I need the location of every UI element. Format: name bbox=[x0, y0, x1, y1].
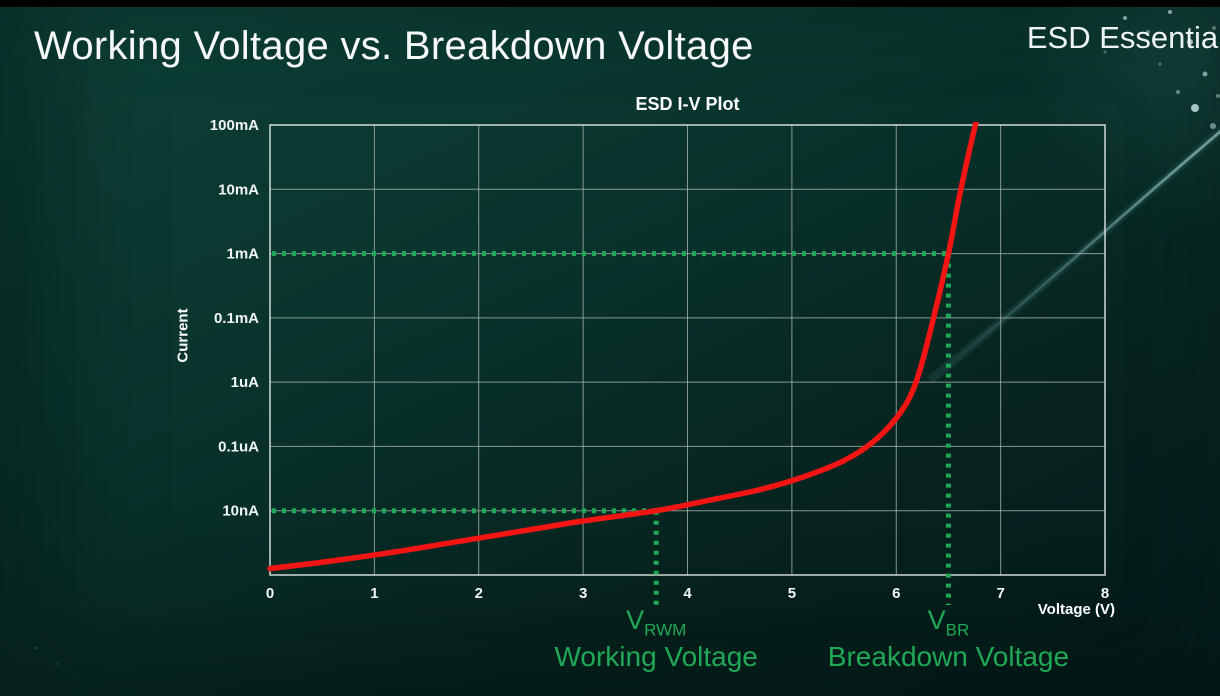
x-tick-label: 2 bbox=[475, 585, 483, 602]
page-title: Working Voltage vs. Breakdown Voltage bbox=[34, 24, 754, 68]
top-letterbox-bar bbox=[0, 0, 1220, 7]
y-tick-label: 0.1mA bbox=[214, 310, 259, 327]
y-tick-label: 10nA bbox=[222, 503, 259, 520]
breakdown-voltage-caption: Breakdown Voltage bbox=[827, 641, 1070, 673]
vrwm-marker-lines bbox=[272, 508, 659, 605]
swoosh-decoration bbox=[929, 129, 1220, 382]
x-tick-label: 5 bbox=[788, 585, 796, 602]
vbr-marker-lines bbox=[272, 251, 951, 605]
x-tick-label: 1 bbox=[370, 585, 378, 602]
vbr-symbol: VBR bbox=[927, 605, 970, 640]
x-tick-label: 6 bbox=[892, 585, 900, 602]
x-tick-label: 3 bbox=[579, 585, 587, 602]
y-tick-label: 10mA bbox=[218, 181, 259, 198]
vbr-annotation-label: VBR Breakdown Voltage bbox=[827, 605, 1070, 673]
y-tick-label: 1mA bbox=[226, 246, 259, 263]
vrwm-symbol: VRWM bbox=[626, 605, 687, 640]
glow-decoration bbox=[1020, 0, 1220, 230]
y-axis-label: Current bbox=[174, 308, 192, 363]
x-tick-label: 4 bbox=[683, 585, 692, 602]
x-tick-label: 7 bbox=[996, 585, 1004, 602]
plot-border bbox=[269, 124, 1106, 576]
brand-logo: ESD Essential bbox=[1026, 20, 1220, 55]
x-tick-label: 8 bbox=[1101, 585, 1109, 602]
iv-curve bbox=[267, 122, 979, 572]
particle-dots-decoration bbox=[34, 10, 1220, 666]
y-tick-label: 0.1uA bbox=[218, 438, 259, 455]
y-tick-label: 100mA bbox=[210, 117, 259, 134]
chart-title: ESD I-V Plot bbox=[635, 94, 740, 114]
x-tick-label: 0 bbox=[266, 585, 274, 602]
y-tick-label: 1uA bbox=[231, 374, 260, 391]
vrwm-annotation-label: VRWM Working Voltage bbox=[554, 605, 758, 673]
x-axis-label: Voltage (V) bbox=[1037, 601, 1115, 618]
swoosh-glow-decoration bbox=[927, 125, 1220, 384]
working-voltage-caption: Working Voltage bbox=[554, 641, 758, 673]
